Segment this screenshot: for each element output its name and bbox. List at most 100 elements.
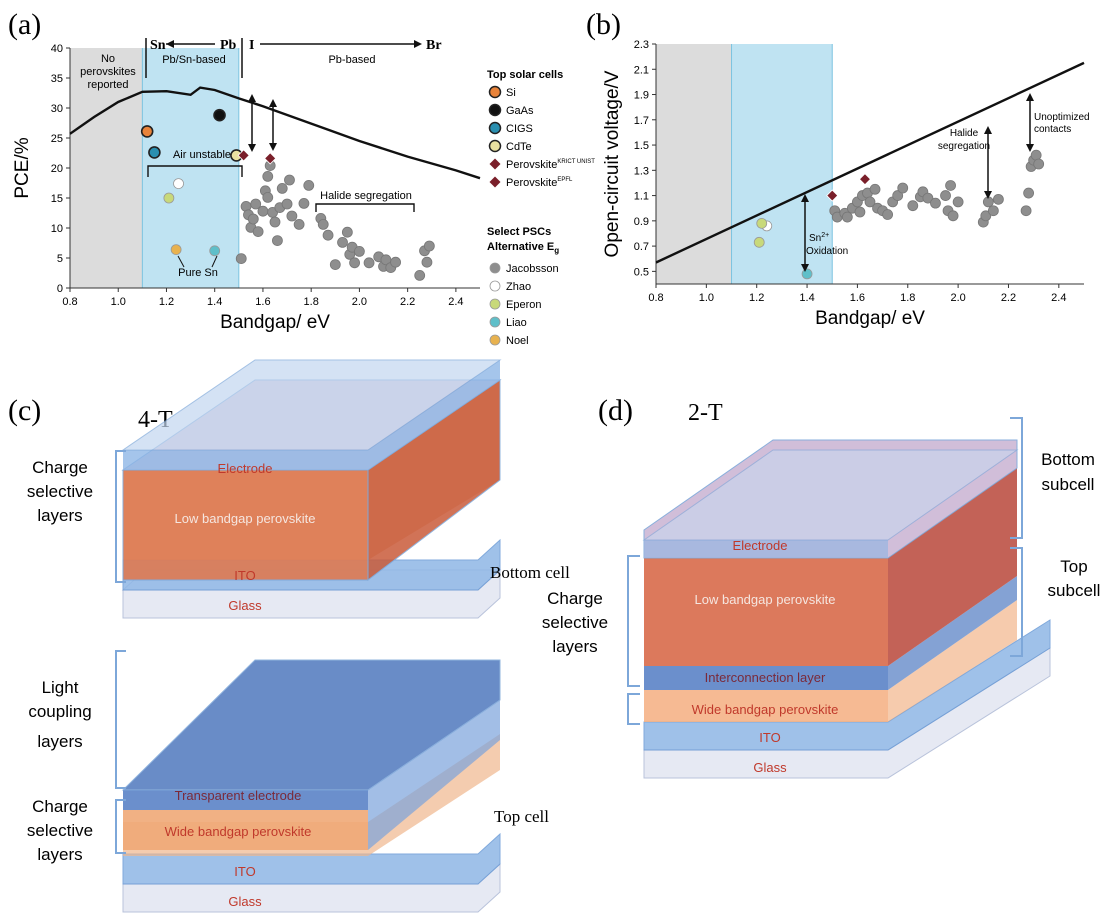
- legend-label-psc: Jacobsson: [506, 263, 559, 275]
- legend-label-top: GaAs: [506, 105, 534, 117]
- point-jacobsson: [303, 179, 315, 191]
- legend-label-top: CdTe: [506, 141, 532, 153]
- layer-low-bandgap-c: Low bandgap perovskite: [175, 511, 316, 526]
- brace-bottom-subcell-l1: Bottom: [1041, 450, 1095, 469]
- chart-a-annotations: Sn Pb I Br No perovskites reported Pb/Sn…: [80, 38, 442, 279]
- point-perovskite-krict: [826, 189, 839, 202]
- brace-charge-d-l3: layers: [552, 637, 597, 656]
- x-tick-label: 1.6: [255, 296, 270, 308]
- brace-charge-1-l1: Charge: [32, 458, 88, 477]
- point-eperon: [163, 192, 175, 204]
- x-tick-label: 2.0: [352, 296, 367, 308]
- legend-marker-zhao: [489, 280, 501, 292]
- point-jacobsson: [952, 196, 964, 208]
- point-jacobsson: [257, 205, 269, 217]
- legend-label-top: PerovskiteKRICT UNIST: [506, 159, 595, 171]
- x-axis-title: Bandgap/ eV: [815, 308, 925, 329]
- point-jacobsson: [945, 180, 956, 191]
- brace-top-subcell-l2: subcell: [1048, 581, 1101, 600]
- diagram-d-title: 2-T: [688, 400, 723, 426]
- x-tick-label: 1.4: [207, 296, 222, 308]
- legend-psc-title: Select PSCs: [487, 226, 551, 238]
- point-gaas: [213, 108, 226, 122]
- legend-top-title: Top solar cells: [487, 69, 563, 81]
- region-label-none-2: perovskites: [80, 66, 136, 78]
- point-jacobsson: [250, 198, 262, 210]
- label-pb: Pb: [220, 38, 237, 53]
- point-jacobsson: [864, 196, 876, 208]
- x-tick-label: 1.0: [699, 292, 714, 304]
- y-tick-label: 1.1: [634, 191, 649, 203]
- point-jacobsson: [421, 256, 433, 268]
- point-jacobsson: [284, 174, 295, 186]
- panel-label-c: (c): [8, 394, 41, 427]
- diagram-4t: (c) 4-T Electrode Low bandgap perovskite…: [8, 359, 570, 913]
- point-jacobsson: [272, 235, 283, 247]
- legend-marker-perovskite: [489, 158, 501, 170]
- point-jacobsson: [882, 209, 894, 220]
- legend-marker-liao: [489, 316, 501, 328]
- brace-charge-2-l2: selective: [27, 821, 93, 840]
- y-tick-label: 2.3: [634, 39, 649, 51]
- legend-label-top: CIGS: [506, 123, 533, 135]
- limit-curve: [655, 61, 1085, 264]
- annotation-contacts-2: contacts: [1034, 124, 1071, 135]
- point-jacobsson: [341, 226, 353, 238]
- point-jacobsson: [235, 253, 247, 265]
- point-jacobsson: [269, 216, 281, 228]
- bottom-cell-label: Bottom cell: [490, 563, 570, 582]
- y-tick-label: 20: [51, 163, 63, 175]
- x-tick-label: 2.4: [1051, 292, 1066, 304]
- x-axis-title: Bandgap/ eV: [220, 312, 330, 333]
- brace-charge-2-l3: layers: [37, 845, 82, 864]
- x-tick-label: 1.8: [900, 292, 915, 304]
- x-tick-label: 2.0: [950, 292, 965, 304]
- y-tick-label: 0: [57, 283, 63, 295]
- legend-marker-si: [488, 85, 502, 99]
- limit-curve: [69, 86, 481, 180]
- point-jacobsson: [423, 240, 435, 252]
- annotation-sn-oxidation-2: Oxidation: [806, 246, 848, 257]
- y-tick-label: 1.9: [634, 90, 649, 102]
- point-jacobsson: [940, 190, 951, 201]
- annotation-pure-sn: Pure Sn: [178, 267, 218, 279]
- brace-top-subcell-l1: Top: [1060, 557, 1087, 576]
- point-jacobsson: [841, 211, 853, 223]
- point-cigs: [148, 146, 161, 159]
- layer-wide-bandgap-c: Wide bandgap perovskite: [165, 824, 312, 839]
- region-pbsn: [142, 48, 239, 288]
- brace-light-l3: layers: [37, 732, 82, 751]
- brace-charge-1-l2: selective: [27, 482, 93, 501]
- legend-marker-jacobsson: [489, 262, 501, 274]
- tandem-stack: Electrode Low bandgap perovskite Interco…: [642, 439, 1051, 779]
- brace-charge-2-l1: Charge: [32, 797, 88, 816]
- legend-marker-cdte: [488, 139, 502, 153]
- point-jacobsson: [286, 210, 298, 222]
- point-jacobsson: [317, 218, 329, 230]
- layer-wide-bandgap-d: Wide bandgap perovskite: [692, 702, 839, 717]
- x-tick-label: 1.6: [850, 292, 865, 304]
- point-jacobsson: [329, 259, 341, 271]
- point-jacobsson: [993, 193, 1004, 205]
- y-tick-label: 2.1: [634, 64, 649, 76]
- brace-labels-d: Bottom subcell Top subcell Charge select…: [542, 450, 1101, 656]
- bottom-cell-stack: Electrode Low bandgap perovskite ITO Gla…: [121, 359, 570, 619]
- brace-bottom-subcell-l2: subcell: [1042, 475, 1095, 494]
- region-no-perovskite: [70, 48, 143, 288]
- label-br: Br: [426, 38, 442, 53]
- point-jacobsson: [854, 206, 866, 218]
- point-jacobsson: [354, 245, 365, 257]
- point-jacobsson: [349, 257, 360, 269]
- point-jacobsson: [1033, 158, 1045, 170]
- x-tick-label: 1.2: [159, 296, 174, 308]
- legend-marker-perovskite: [489, 176, 501, 188]
- layer-glass-d: Glass: [753, 760, 787, 775]
- point-jacobsson: [982, 196, 994, 208]
- layer-ito-d: ITO: [759, 730, 780, 745]
- x-tick-label: 1.0: [111, 296, 126, 308]
- point-jacobsson: [390, 256, 401, 268]
- y-tick-label: 1.5: [634, 140, 649, 152]
- chart-a: (a) 0.8 1.0 1.2 1.4 1.6 1.8 2.0 2.2 2.4 0 5 10 15 20 2…: [8, 8, 595, 347]
- legend-psc-subtitle: Alternative Eg: [487, 241, 559, 255]
